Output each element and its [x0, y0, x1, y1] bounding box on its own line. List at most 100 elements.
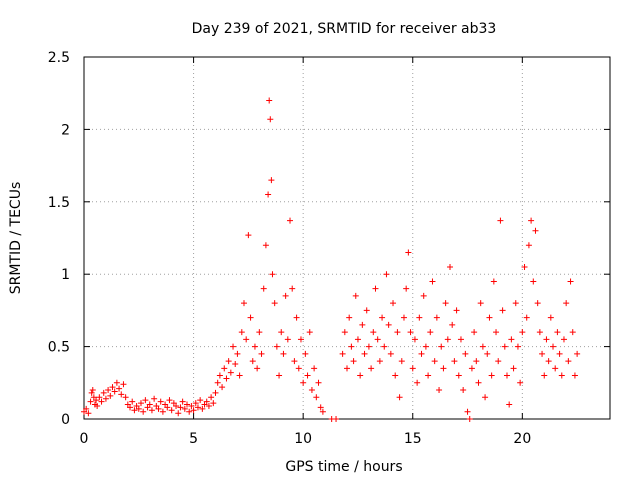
data-point — [291, 358, 298, 365]
data-point — [245, 232, 252, 239]
data-point — [98, 398, 105, 405]
data-point — [339, 350, 346, 357]
data-point — [510, 365, 517, 372]
data-point — [306, 329, 313, 336]
y-tick-label: 0 — [61, 412, 70, 428]
data-point — [486, 314, 493, 321]
data-point — [497, 217, 504, 224]
data-point — [210, 400, 217, 407]
data-point — [93, 397, 100, 404]
data-point — [120, 381, 127, 388]
y-tick-label: 1 — [61, 267, 70, 283]
data-point — [234, 350, 241, 357]
data-point — [346, 314, 353, 321]
data-point — [411, 336, 418, 343]
data-point — [514, 343, 521, 350]
data-point — [350, 358, 357, 365]
data-point — [379, 314, 386, 321]
data-point — [554, 329, 561, 336]
data-point — [569, 329, 576, 336]
data-point — [455, 372, 462, 379]
data-point — [407, 329, 414, 336]
data-point — [444, 336, 451, 343]
data-point — [506, 401, 513, 408]
data-point — [89, 387, 96, 394]
data-point — [427, 329, 434, 336]
data-point — [192, 400, 199, 407]
plot-frame — [83, 56, 611, 420]
data-point — [122, 394, 129, 401]
data-point — [451, 358, 458, 365]
data-point — [523, 314, 530, 321]
data-point — [205, 402, 212, 409]
data-point — [223, 375, 230, 382]
data-point — [409, 365, 416, 372]
data-point — [271, 300, 278, 307]
data-point — [565, 358, 572, 365]
data-point — [278, 329, 285, 336]
data-point — [155, 405, 162, 412]
data-point — [181, 405, 188, 412]
data-point — [429, 278, 436, 285]
data-point — [319, 408, 326, 415]
data-point — [447, 263, 454, 270]
data-point — [177, 404, 184, 411]
data-point — [230, 343, 237, 350]
data-point — [501, 343, 508, 350]
x-tick-label: 10 — [294, 431, 312, 447]
data-point — [466, 416, 473, 422]
data-point — [157, 398, 164, 405]
data-point — [311, 365, 318, 372]
grid-layer — [84, 57, 610, 419]
data-point — [249, 358, 256, 365]
data-point — [297, 336, 304, 343]
data-point — [203, 398, 210, 405]
data-point — [85, 410, 92, 417]
data-point — [574, 350, 581, 357]
data-point — [159, 408, 166, 415]
data-point — [284, 336, 291, 343]
x-tick-label: 0 — [80, 431, 89, 447]
data-point — [383, 271, 390, 278]
data-point — [431, 358, 438, 365]
data-point — [289, 285, 296, 292]
data-point — [313, 394, 320, 401]
x-axis-title: GPS time / hours — [285, 459, 402, 475]
data-point — [83, 405, 90, 412]
data-point — [550, 343, 557, 350]
data-point — [468, 365, 475, 372]
data-point — [392, 372, 399, 379]
data-point — [449, 321, 456, 328]
data-point — [164, 404, 171, 411]
data-point — [534, 300, 541, 307]
data-point — [556, 350, 563, 357]
data-point — [258, 350, 265, 357]
data-point — [503, 372, 510, 379]
data-point — [308, 387, 315, 394]
data-point — [251, 343, 258, 350]
data-point — [267, 116, 274, 123]
data-point — [254, 365, 261, 372]
data-point — [295, 365, 302, 372]
data-point — [403, 285, 410, 292]
data-point — [457, 336, 464, 343]
data-point — [482, 394, 489, 401]
data-point — [333, 416, 340, 422]
data-point — [464, 408, 471, 415]
data-point — [477, 300, 484, 307]
data-point — [113, 379, 120, 386]
data-point — [219, 384, 226, 391]
data-point — [276, 372, 283, 379]
data-point — [240, 300, 247, 307]
data-point — [100, 389, 107, 396]
data-point — [265, 191, 272, 198]
data-point — [190, 407, 197, 414]
data-point — [357, 372, 364, 379]
data-point — [471, 329, 478, 336]
data-point — [107, 392, 114, 399]
data-point — [547, 314, 554, 321]
data-point — [146, 401, 153, 408]
points-layer — [81, 97, 581, 422]
data-point — [418, 350, 425, 357]
data-point — [173, 402, 180, 409]
